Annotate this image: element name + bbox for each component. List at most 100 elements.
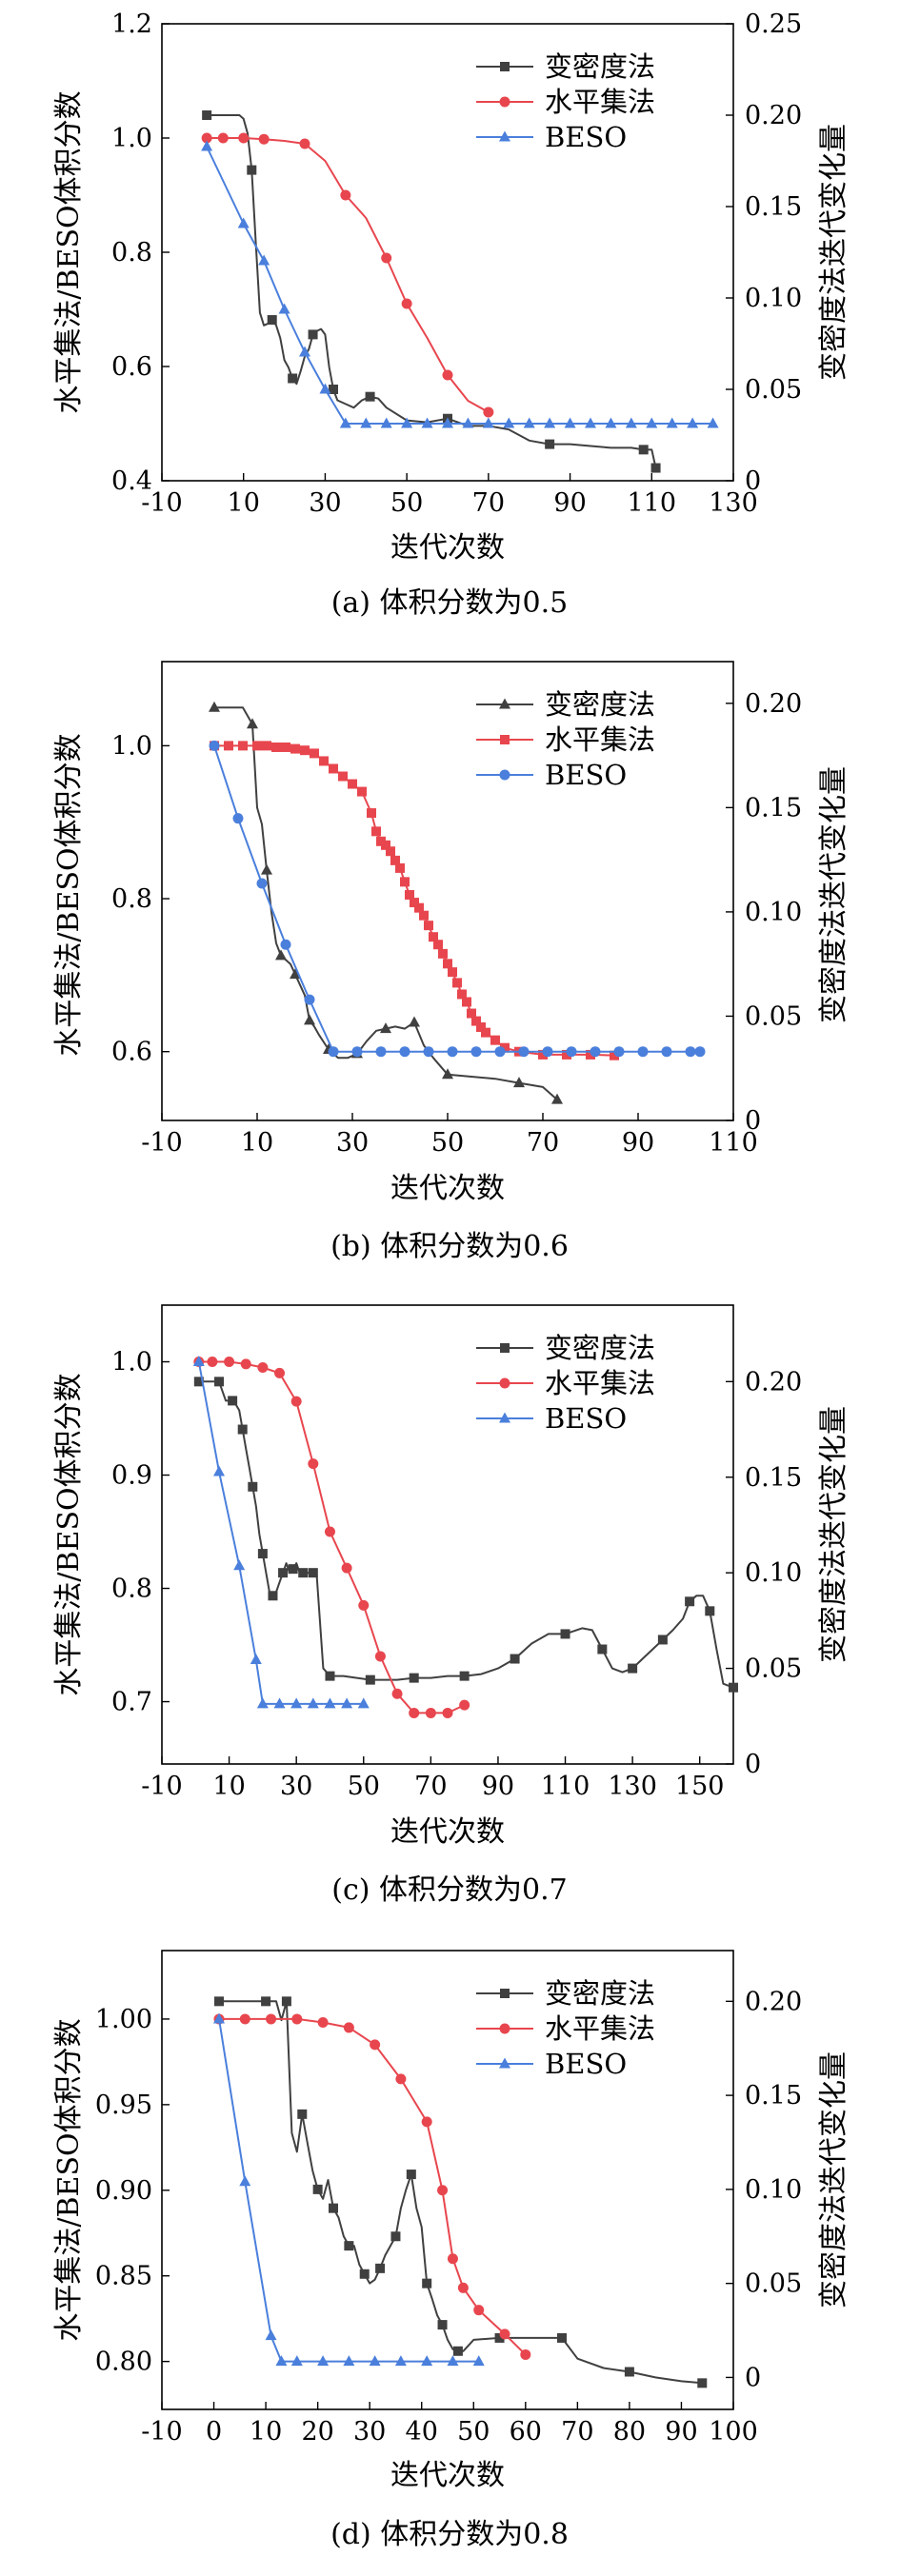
data-point bbox=[545, 439, 555, 449]
x-tick-label: 90 bbox=[553, 488, 586, 518]
chart-panel-4: -10 0 10 20 30 40 50 60 70 80 90 100 0.80 0.85 0.90 0.9… bbox=[52, 1950, 850, 2551]
data-point bbox=[419, 910, 429, 921]
series-line bbox=[214, 706, 558, 1100]
data-point bbox=[209, 701, 220, 712]
x-tick-label: 0 bbox=[206, 2417, 222, 2447]
data-point bbox=[252, 741, 262, 751]
data-point bbox=[447, 1046, 458, 1058]
data-point bbox=[380, 417, 392, 428]
data-point bbox=[401, 298, 412, 309]
legend-marker bbox=[500, 1989, 510, 1998]
series-line bbox=[213, 745, 700, 1053]
x-tick-label: 30 bbox=[309, 488, 341, 518]
data-point bbox=[344, 2241, 354, 2251]
y2-tick-label: 0 bbox=[745, 466, 761, 496]
data-point bbox=[319, 756, 329, 766]
data-point bbox=[300, 745, 310, 756]
data-point bbox=[437, 2320, 448, 2330]
data-point bbox=[564, 417, 576, 428]
data-point bbox=[358, 1599, 370, 1611]
data-point bbox=[538, 1049, 548, 1060]
data-point bbox=[401, 417, 413, 428]
y2-tick-label: 0.10 bbox=[745, 1558, 802, 1588]
data-point bbox=[192, 1356, 205, 1367]
x-tick-label: 110 bbox=[709, 1128, 758, 1158]
data-point bbox=[365, 391, 375, 402]
data-point bbox=[338, 771, 348, 782]
series-line bbox=[219, 2000, 703, 2385]
chart-caption: (c) 体积分数为0.7 bbox=[331, 1873, 567, 1907]
y-tick-label: 0.8 bbox=[111, 884, 152, 914]
y2-axis-title: 变密度法迭代变化量 bbox=[817, 2051, 850, 2308]
data-point bbox=[566, 1046, 577, 1058]
data-point bbox=[213, 2012, 225, 2024]
data-point bbox=[308, 329, 318, 340]
x-tick-label: 50 bbox=[348, 1772, 380, 1801]
legend-marker bbox=[499, 130, 510, 142]
data-point bbox=[494, 2332, 505, 2343]
legend-label: 变密度法 bbox=[545, 688, 655, 721]
data-point bbox=[399, 1046, 410, 1058]
data-point bbox=[562, 1049, 571, 1060]
legend-label: BESO bbox=[545, 2048, 627, 2080]
x-tick-label: 40 bbox=[406, 2417, 438, 2447]
data-point bbox=[425, 1707, 436, 1718]
x-tick-label: 30 bbox=[353, 2417, 386, 2447]
plot-frame bbox=[161, 1304, 734, 1765]
y2-tick-label: 0.05 bbox=[745, 1655, 802, 1684]
legend-label: 变密度法 bbox=[545, 1332, 655, 1364]
y2-tick-label: 0.05 bbox=[745, 2269, 802, 2299]
data-point bbox=[209, 740, 220, 751]
data-point bbox=[258, 133, 270, 145]
y2-tick-label: 0.10 bbox=[745, 284, 802, 313]
series-3 bbox=[213, 2012, 485, 2367]
data-point bbox=[237, 217, 250, 228]
data-point bbox=[339, 417, 351, 428]
x-tick-label: 10 bbox=[212, 1772, 245, 1801]
data-point bbox=[207, 1357, 218, 1368]
data-point bbox=[666, 417, 678, 428]
series-line bbox=[206, 146, 713, 425]
data-point bbox=[661, 1046, 672, 1058]
data-point bbox=[201, 140, 213, 151]
y-tick-label: 1.0 bbox=[111, 124, 152, 153]
data-point bbox=[437, 2185, 449, 2196]
y-axis-title: 水平集法/BESO体积分数 bbox=[52, 2018, 86, 2341]
x-tick-label: 130 bbox=[608, 1772, 657, 1801]
legend-label: BESO bbox=[545, 121, 627, 153]
data-point bbox=[265, 2329, 277, 2341]
data-point bbox=[325, 1671, 335, 1681]
data-point bbox=[410, 898, 419, 908]
y-axis-title: 水平集法/BESO体积分数 bbox=[52, 90, 86, 413]
data-point bbox=[625, 417, 637, 428]
data-point bbox=[471, 1016, 481, 1026]
data-point bbox=[638, 445, 649, 455]
data-point bbox=[299, 138, 310, 149]
data-point bbox=[442, 417, 453, 428]
data-point bbox=[429, 932, 438, 942]
data-point bbox=[483, 406, 494, 418]
series-1 bbox=[202, 110, 661, 473]
data-point bbox=[266, 2013, 277, 2025]
data-point bbox=[409, 1673, 419, 1683]
data-point bbox=[238, 741, 248, 751]
y-tick-label: 1.0 bbox=[111, 1348, 152, 1377]
data-point bbox=[233, 1559, 246, 1571]
series-2 bbox=[201, 132, 494, 418]
data-point bbox=[523, 417, 535, 428]
x-tick-label: 90 bbox=[482, 1772, 514, 1801]
data-point bbox=[457, 989, 467, 1000]
data-point bbox=[409, 1016, 420, 1027]
x-tick-label: 70 bbox=[561, 2417, 593, 2447]
data-point bbox=[472, 2355, 485, 2367]
x-tick-label: 110 bbox=[541, 1772, 590, 1801]
data-point bbox=[459, 1699, 470, 1711]
data-point bbox=[729, 1682, 738, 1693]
legend-label: BESO bbox=[545, 759, 627, 791]
data-point bbox=[438, 948, 448, 959]
data-point bbox=[258, 254, 270, 266]
y2-tick-label: 0.15 bbox=[745, 2081, 802, 2110]
legend-marker bbox=[499, 1377, 510, 1389]
data-point bbox=[281, 1996, 291, 2007]
